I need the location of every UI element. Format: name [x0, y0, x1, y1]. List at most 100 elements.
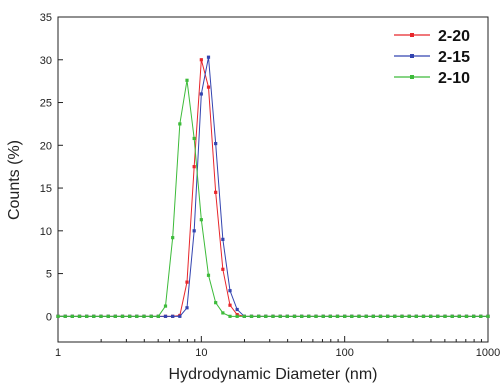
data-point [99, 314, 103, 318]
data-point [321, 314, 325, 318]
legend-swatch-marker [410, 54, 414, 58]
y-axis: 0 5 10 15 20 25 30 35 [40, 12, 63, 323]
data-point [63, 314, 67, 318]
data-point [171, 314, 175, 318]
data-point [300, 314, 304, 318]
legend-label: 2-15 [438, 49, 470, 66]
legend-item: 2-10 [394, 70, 470, 87]
data-point [443, 314, 447, 318]
series-line [58, 80, 488, 317]
series-line [58, 57, 488, 317]
data-point [214, 141, 218, 146]
data-point [156, 314, 160, 318]
data-point [70, 314, 74, 318]
x-tick-label: 1000 [476, 347, 500, 359]
data-point [56, 314, 60, 318]
data-point [235, 313, 239, 317]
data-point [450, 314, 454, 318]
data-point [343, 314, 347, 318]
legend-label: 2-10 [438, 70, 470, 87]
data-point [120, 314, 125, 318]
data-point [235, 307, 239, 312]
x-tick-label: 10 [195, 347, 207, 359]
legend-item: 2-15 [394, 49, 470, 66]
data-point [407, 314, 411, 318]
data-point [142, 314, 146, 318]
data-point [185, 78, 189, 82]
data-point [486, 314, 490, 318]
data-point [436, 314, 440, 318]
data-point [249, 314, 254, 318]
data-point [92, 314, 96, 318]
data-point [135, 314, 139, 318]
data-point [199, 58, 203, 62]
data-point [113, 314, 117, 318]
series-layer [56, 55, 490, 318]
data-point [85, 314, 89, 318]
data-point [185, 280, 189, 284]
data-point [178, 314, 182, 318]
data-point [192, 229, 196, 233]
data-point [199, 92, 203, 96]
x-tick-label: 1 [55, 347, 61, 359]
data-point [264, 314, 268, 318]
series-2-20 [56, 58, 490, 318]
data-point [221, 311, 225, 315]
y-tick-label: 10 [40, 226, 52, 238]
data-point [386, 314, 390, 318]
data-point [228, 303, 232, 307]
data-point [228, 314, 232, 318]
data-point [128, 314, 132, 318]
data-point [235, 314, 239, 318]
data-point [214, 301, 218, 305]
legend-item: 2-20 [394, 28, 470, 45]
data-point [371, 314, 375, 318]
data-point [163, 304, 168, 308]
legend: 2-20 2-15 2-10 [394, 28, 470, 87]
data-point [393, 314, 397, 318]
data-point [171, 236, 175, 240]
data-point [307, 314, 311, 318]
data-point [221, 237, 225, 241]
data-point [400, 314, 404, 318]
data-point [214, 190, 218, 194]
data-point [285, 314, 289, 318]
y-tick-label: 5 [46, 269, 52, 281]
data-point [221, 267, 225, 271]
data-point [429, 314, 433, 318]
plot-frame [57, 16, 489, 343]
data-point [77, 314, 82, 318]
data-point [228, 289, 232, 293]
y-tick-label: 35 [40, 12, 52, 24]
y-tick-label: 0 [46, 311, 52, 323]
x-axis: 1 10 100 1000 [55, 336, 500, 359]
legend-swatch-marker [410, 33, 414, 37]
data-point [335, 314, 340, 318]
data-point [206, 85, 211, 89]
data-point [464, 314, 469, 318]
data-point [278, 314, 282, 318]
y-axis-title: Counts (%) [6, 140, 23, 220]
data-point [414, 314, 418, 318]
data-point [106, 314, 110, 318]
data-point [457, 314, 461, 318]
y-tick-label: 30 [40, 55, 52, 67]
data-point [192, 165, 196, 169]
data-point [421, 314, 426, 318]
data-point [206, 55, 211, 59]
data-point [472, 314, 476, 318]
data-point [378, 314, 383, 318]
data-point [350, 314, 354, 318]
data-point [292, 314, 297, 318]
data-point [242, 314, 246, 318]
y-tick-label: 15 [40, 183, 52, 195]
data-point [178, 122, 182, 126]
data-point [149, 314, 153, 318]
data-point [185, 306, 189, 310]
data-point [199, 218, 203, 222]
data-point [479, 314, 483, 318]
x-tick-label: 100 [335, 347, 353, 359]
legend-label: 2-20 [438, 28, 470, 45]
data-point [271, 314, 275, 318]
